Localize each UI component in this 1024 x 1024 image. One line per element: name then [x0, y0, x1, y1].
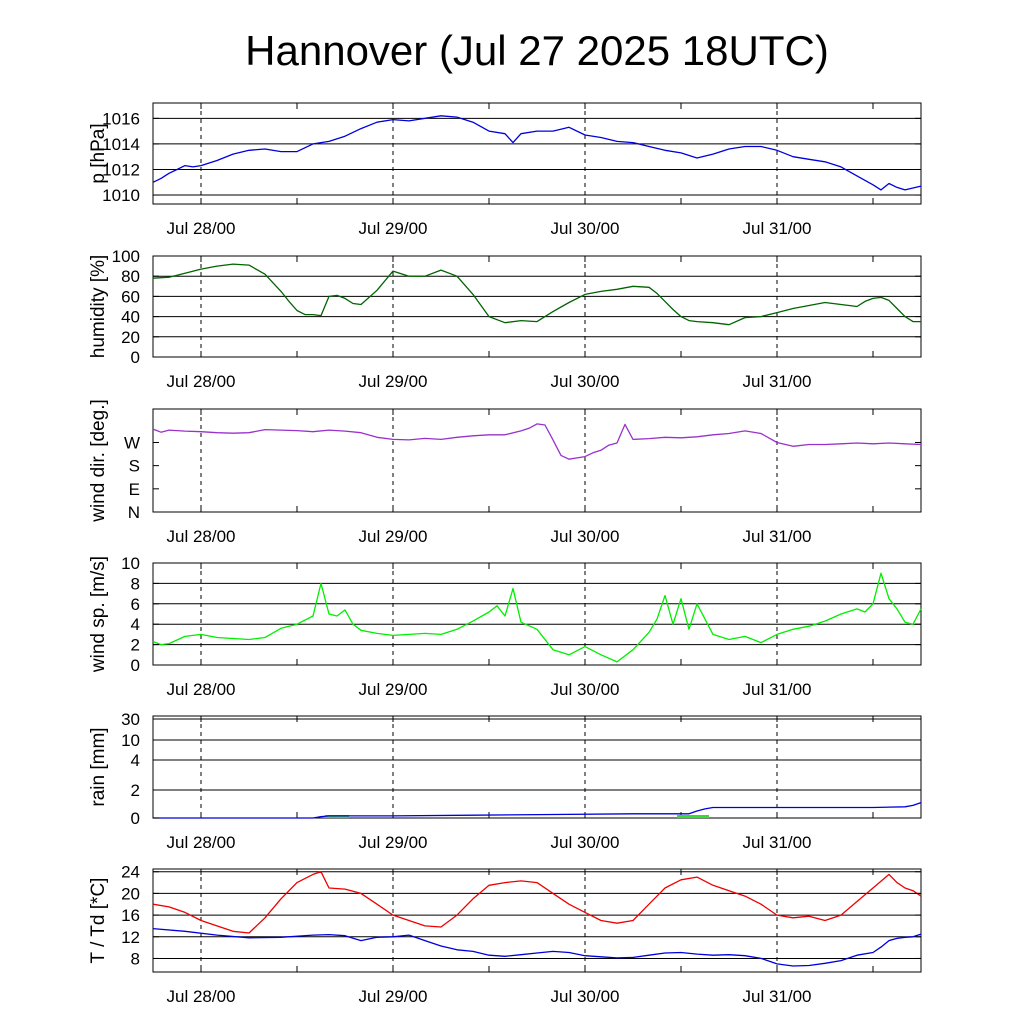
series-line-1	[152, 927, 922, 967]
plot-frame	[152, 255, 922, 358]
series-line-0	[152, 871, 922, 934]
y-axis-label: p [hPa]	[88, 123, 109, 183]
y-tick-label: 6	[131, 595, 140, 614]
y-tick-label: 8	[131, 949, 140, 968]
precip-bar	[677, 815, 685, 818]
precip-bar	[685, 815, 693, 818]
y-tick-label: 2	[131, 636, 140, 655]
y-tick-label: 10	[121, 731, 140, 750]
x-tick-label: Jul 31/00	[743, 372, 812, 391]
y-tick-label: 60	[121, 287, 140, 306]
x-tick-label: Jul 29/00	[359, 372, 428, 391]
panel-0: 1010 1012 1014 1016 Jul 28/00 Jul 29/00 Jul 30…	[88, 102, 922, 238]
y-tick-label: N	[128, 503, 140, 522]
plot-frame	[152, 562, 922, 666]
y-axis-label: humidity [%]	[88, 255, 109, 358]
y-tick-label: 40	[121, 308, 140, 327]
y-tick-label: 80	[121, 267, 140, 286]
y-tick-label: 12	[121, 928, 140, 947]
precip-bar	[701, 815, 709, 818]
panel-3: 02 46 810 Jul 28/00 Jul 29/00 Jul 30/00 Jul 31…	[88, 554, 922, 699]
x-tick-label: Jul 30/00	[551, 833, 620, 852]
x-tick-label: Jul 29/00	[359, 680, 428, 699]
y-tick-label: 8	[131, 574, 140, 593]
y-tick-label: 20	[121, 328, 140, 347]
x-tick-label: Jul 28/00	[167, 372, 236, 391]
y-tick-label: 100	[112, 247, 140, 266]
y-tick-label: 1012	[102, 160, 140, 179]
panel-4: 0 2 410 30 Jul 28/00 Jul 29/00 Jul 30/00 Jul 31…	[88, 710, 922, 852]
y-axis-label: rain [mm]	[88, 727, 109, 806]
series-line-0	[153, 801, 922, 819]
y-tick-label: 0	[131, 656, 140, 675]
y-tick-label: 0	[131, 809, 140, 828]
y-tick-label: 4	[131, 615, 140, 634]
y-tick-label: 16	[121, 906, 140, 925]
y-axis-label: T / Td [*C]	[88, 878, 109, 964]
y-tick-label: 24	[121, 863, 140, 882]
plot-frame	[152, 868, 922, 973]
chart-title: Hannover (Jul 27 2025 18UTC)	[245, 27, 829, 74]
panel-5: 8 12 16 20 24 Jul 28/00 Jul 29/00 Jul 30/00 Jul …	[88, 863, 922, 1006]
x-tick-label: Jul 31/00	[743, 833, 812, 852]
x-tick-label: Jul 30/00	[551, 372, 620, 391]
y-tick-label: 0	[131, 348, 140, 367]
x-tick-label: Jul 29/00	[359, 219, 428, 238]
y-tick-label: E	[129, 480, 140, 499]
x-tick-label: Jul 28/00	[167, 219, 236, 238]
x-tick-label: Jul 28/00	[167, 680, 236, 699]
y-tick-label: 1016	[102, 109, 140, 128]
plot-frame	[152, 102, 922, 205]
series-line-0	[152, 423, 922, 460]
series-line-0	[152, 115, 922, 191]
y-tick-label: 2	[131, 781, 140, 800]
precip-bar	[693, 815, 701, 818]
series-line-0	[152, 572, 922, 663]
y-axis-label: wind dir. [deg.]	[88, 399, 109, 523]
y-tick-label: 20	[121, 884, 140, 903]
x-tick-label: Jul 31/00	[743, 680, 812, 699]
y-tick-label: W	[124, 433, 140, 452]
y-tick-label: 4	[131, 751, 140, 770]
plot-frame	[152, 715, 922, 819]
x-tick-label: Jul 29/00	[359, 987, 428, 1006]
x-tick-label: Jul 28/00	[167, 833, 236, 852]
y-tick-label: S	[129, 457, 140, 476]
x-tick-label: Jul 30/00	[551, 680, 620, 699]
x-tick-label: Jul 29/00	[359, 833, 428, 852]
y-axis-label: wind sp. [m/s]	[88, 556, 109, 673]
x-tick-label: Jul 31/00	[743, 219, 812, 238]
x-tick-label: Jul 31/00	[743, 527, 812, 546]
x-tick-label: Jul 28/00	[167, 527, 236, 546]
x-tick-label: Jul 30/00	[551, 527, 620, 546]
x-tick-label: Jul 30/00	[551, 219, 620, 238]
y-tick-label: 1014	[102, 135, 140, 154]
y-tick-label: 1010	[102, 186, 140, 205]
x-tick-label: Jul 30/00	[551, 987, 620, 1006]
plot-frame	[152, 408, 922, 513]
x-tick-label: Jul 31/00	[743, 987, 812, 1006]
y-tick-label: 10	[121, 554, 140, 573]
x-tick-label: Jul 28/00	[167, 987, 236, 1006]
x-tick-label: Jul 29/00	[359, 527, 428, 546]
y-tick-label: 30	[121, 710, 140, 729]
series-line-0	[152, 263, 921, 326]
